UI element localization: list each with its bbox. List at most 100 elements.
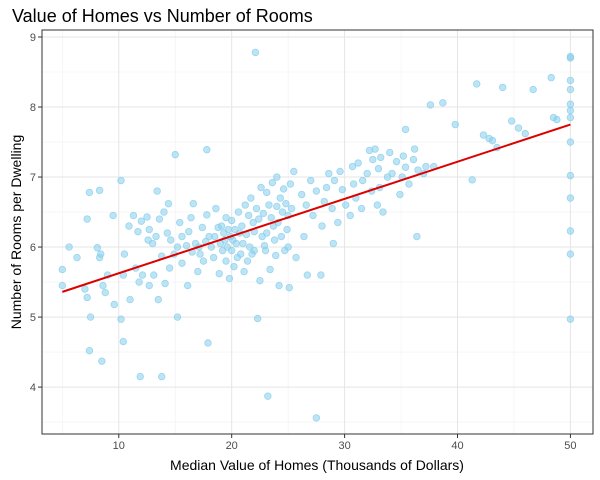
data-point bbox=[566, 250, 575, 258]
data-point bbox=[95, 186, 104, 195]
data-point bbox=[266, 265, 274, 274]
data-point bbox=[136, 372, 144, 381]
data-point bbox=[262, 229, 271, 237]
data-point bbox=[85, 346, 94, 355]
data-point bbox=[396, 190, 404, 199]
data-point bbox=[357, 204, 366, 213]
data-point bbox=[126, 295, 134, 304]
data-point bbox=[300, 232, 308, 241]
data-point bbox=[152, 232, 160, 241]
x-tick-label: 20 bbox=[226, 440, 238, 452]
data-point bbox=[277, 232, 286, 241]
data-point bbox=[405, 180, 413, 188]
data-point bbox=[264, 392, 272, 400]
data-point bbox=[312, 187, 321, 195]
data-point bbox=[369, 155, 377, 164]
data-point bbox=[224, 225, 233, 234]
data-point bbox=[498, 83, 507, 92]
data-point bbox=[125, 222, 133, 230]
data-point bbox=[363, 169, 371, 178]
data-point bbox=[488, 136, 497, 145]
data-point bbox=[267, 213, 275, 222]
data-point bbox=[566, 100, 575, 108]
data-point bbox=[273, 202, 281, 211]
y-tick-label: 9 bbox=[30, 32, 36, 44]
data-point bbox=[119, 337, 127, 346]
data-point bbox=[473, 80, 481, 88]
data-point bbox=[81, 285, 89, 293]
data-point bbox=[234, 208, 243, 216]
data-point bbox=[240, 267, 248, 276]
data-point bbox=[110, 300, 118, 309]
grid-major bbox=[42, 30, 593, 434]
data-point bbox=[388, 169, 396, 178]
data-point bbox=[451, 120, 459, 129]
data-point bbox=[137, 217, 146, 225]
data-point bbox=[508, 117, 516, 125]
trend-line bbox=[62, 123, 571, 293]
data-point bbox=[225, 274, 234, 283]
data-point bbox=[256, 276, 264, 285]
data-point bbox=[250, 246, 258, 255]
data-point bbox=[101, 288, 109, 297]
data-points bbox=[58, 48, 575, 422]
y-tick-label: 4 bbox=[30, 382, 36, 394]
data-point bbox=[334, 218, 342, 227]
data-point bbox=[167, 236, 175, 244]
data-point bbox=[566, 113, 575, 122]
data-point bbox=[374, 164, 383, 173]
data-point bbox=[379, 208, 387, 216]
plot-border bbox=[41, 29, 594, 435]
data-point bbox=[145, 281, 153, 290]
y-tick-label: 6 bbox=[30, 242, 36, 254]
data-point bbox=[479, 131, 488, 139]
data-point bbox=[346, 211, 354, 220]
data-point bbox=[349, 180, 358, 188]
data-point bbox=[529, 85, 537, 94]
data-point bbox=[312, 414, 321, 422]
data-point bbox=[414, 166, 422, 174]
data-point bbox=[117, 315, 125, 323]
x-tick-label: 40 bbox=[451, 440, 463, 452]
data-point bbox=[99, 281, 107, 290]
data-point bbox=[238, 222, 246, 230]
data-point bbox=[203, 146, 211, 154]
data-point bbox=[129, 211, 138, 220]
data-point bbox=[117, 176, 125, 185]
data-point bbox=[261, 246, 270, 255]
data-point bbox=[265, 201, 273, 209]
data-point bbox=[185, 227, 193, 236]
data-point bbox=[392, 157, 401, 166]
data-point bbox=[566, 227, 575, 235]
data-point bbox=[164, 199, 173, 208]
data-point bbox=[401, 163, 410, 171]
data-point bbox=[275, 281, 283, 290]
data-point bbox=[468, 176, 476, 184]
data-point bbox=[283, 225, 291, 234]
data-point bbox=[566, 85, 575, 94]
data-point bbox=[252, 204, 261, 213]
data-point bbox=[182, 241, 191, 250]
data-point bbox=[163, 229, 172, 237]
data-point bbox=[209, 253, 218, 262]
data-point bbox=[329, 239, 338, 248]
data-point bbox=[371, 145, 379, 153]
data-point bbox=[222, 257, 230, 265]
data-point bbox=[217, 222, 226, 230]
data-point bbox=[73, 253, 81, 262]
data-point bbox=[161, 279, 169, 288]
data-point bbox=[262, 188, 271, 197]
data-point bbox=[566, 54, 575, 62]
data-point bbox=[426, 101, 435, 109]
plot-panel bbox=[42, 30, 593, 434]
data-point bbox=[83, 293, 91, 302]
data-point bbox=[134, 227, 142, 236]
data-point bbox=[566, 315, 575, 323]
data-point bbox=[566, 138, 575, 146]
data-point bbox=[65, 243, 73, 251]
data-point bbox=[215, 269, 223, 278]
data-point bbox=[165, 264, 174, 272]
data-point bbox=[566, 171, 575, 180]
data-point bbox=[183, 281, 192, 290]
